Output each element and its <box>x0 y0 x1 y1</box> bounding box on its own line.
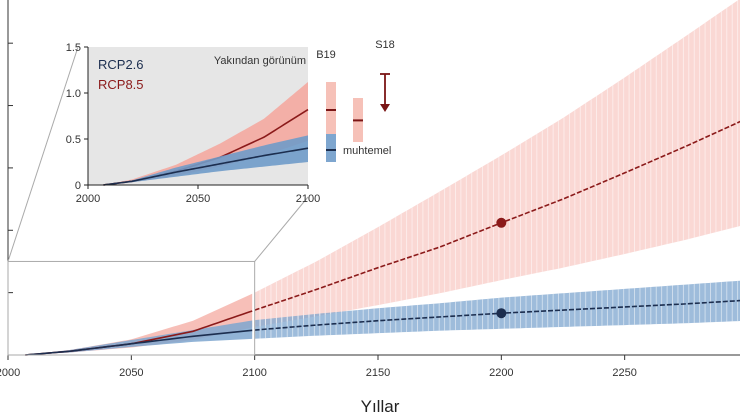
likely-label: muhtemel <box>343 145 391 157</box>
x-tick-label: 2100 <box>242 367 266 379</box>
b19-label: B19 <box>316 49 336 61</box>
legend-rcp26: RCP2.6 <box>98 57 144 72</box>
inset-x-tick-label: 2050 <box>186 193 210 205</box>
inset-y-tick-label: 1.5 <box>66 42 81 54</box>
inset-band-rcp26 <box>103 135 309 185</box>
band-rcp26 <box>25 320 253 355</box>
x-axis-title: Yıllar <box>361 397 400 416</box>
zoom-region <box>7 46 309 356</box>
inset-mean-line-rcp26 <box>103 147 309 186</box>
inset-x-tick-label: 2100 <box>296 193 320 205</box>
zoom-connector-right <box>254 196 309 262</box>
x-tick-label: 2000 <box>0 367 20 379</box>
inset-x-tick-label: 2000 <box>76 193 100 205</box>
inset-y-tick-label: 0 <box>75 180 81 192</box>
zoom-rectangle <box>7 260 256 356</box>
x-tick-label: 2050 <box>119 367 143 379</box>
main-x-ticks: 2000 2050 2100 2150 2200 2250 <box>0 355 637 379</box>
s18-arrowhead <box>380 104 390 112</box>
marker-rcp26-2200 <box>496 308 507 319</box>
zoom-connector-left <box>7 46 79 262</box>
main-markers <box>496 217 507 319</box>
legend-rcp85: RCP8.5 <box>98 77 144 92</box>
marker-rcp85-2200 <box>496 217 507 228</box>
expert-estimates: B19 muhtemel S18 <box>316 39 395 162</box>
inset-y-tick-label: 1.0 <box>66 88 81 100</box>
mean-line-rcp26 <box>25 329 253 356</box>
inset-y-tick-label: 0.5 <box>66 134 81 146</box>
x-tick-label: 2250 <box>612 367 636 379</box>
x-tick-label: 2150 <box>366 367 390 379</box>
inset-plot: 0 0.5 1.0 1.5 2000 2050 2100 Yakından görünüm RC… <box>66 42 321 205</box>
x-tick-label: 2200 <box>489 367 513 379</box>
s18-label: S18 <box>375 39 395 51</box>
b19-blue-bar <box>326 134 336 162</box>
inset-title: Yakından görünüm <box>214 55 306 67</box>
